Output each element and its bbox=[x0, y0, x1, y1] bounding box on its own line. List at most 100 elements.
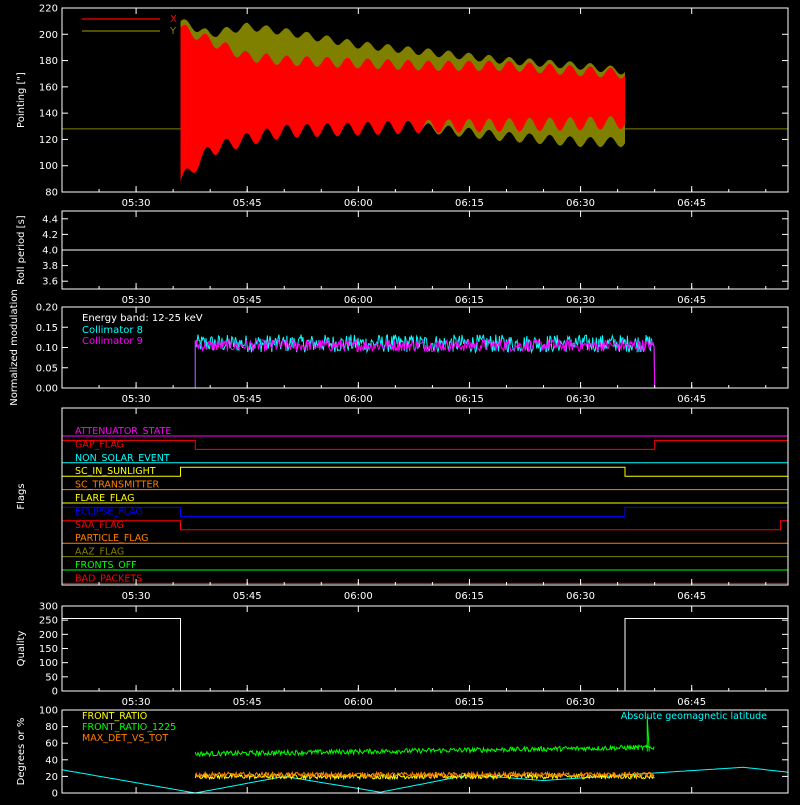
panel-3-ylabel: Flags bbox=[16, 483, 27, 509]
panel-0-ylabel-group: Pointing ["] bbox=[16, 72, 27, 128]
panel-1-xtick-label: 06:00 bbox=[344, 295, 373, 306]
ratio-legend-0: FRONT_RATIO bbox=[82, 711, 147, 722]
flag-line-gap_flag bbox=[62, 439, 788, 450]
panel-5-ytick-label: 80 bbox=[45, 722, 58, 733]
pointing-series-x-envelope bbox=[180, 24, 625, 182]
panel-5-ytick-label: 60 bbox=[45, 739, 58, 750]
panel-3-xtick-label: 05:30 bbox=[122, 591, 151, 602]
panel-4-xtick-label: 06:15 bbox=[455, 697, 484, 708]
panel-2-ylabel: Normalized modulation bbox=[9, 289, 20, 406]
panel-5-ylabel: Degrees or % bbox=[16, 718, 27, 786]
flag-label-particle_flag: PARTICLE_FLAG bbox=[75, 533, 148, 544]
panel-1-ytick-label: 4.2 bbox=[42, 230, 58, 241]
panel-0-ytick-label: 220 bbox=[39, 4, 58, 15]
panel-1-xtick-label: 06:30 bbox=[566, 295, 595, 306]
ratio-legend-1: FRONT_RATIO_1225 bbox=[82, 722, 176, 733]
panel-2-ylabel-group: Normalized modulation bbox=[9, 289, 20, 406]
panel-1-ylabel: Roll period [s] bbox=[16, 215, 27, 284]
panel-1-ylabel-group: Roll period [s] bbox=[16, 215, 27, 284]
panel-1-xtick-label: 05:30 bbox=[122, 295, 151, 306]
panel-4-ytick-label: 0 bbox=[52, 687, 58, 698]
flag-line-saa_flag bbox=[62, 520, 788, 531]
panel-4-xtick-label: 06:30 bbox=[566, 697, 595, 708]
panel-1-xtick-label: 06:15 bbox=[455, 295, 484, 306]
panel-1-xtick-label: 06:45 bbox=[677, 295, 706, 306]
flag-label-fronts_off: FRONTS_OFF bbox=[75, 560, 137, 571]
ratio-series-2 bbox=[194, 770, 655, 779]
panel-2-ytick-label: 0.00 bbox=[36, 384, 58, 395]
panel-3-frame bbox=[61, 407, 789, 586]
panel-4-xtick-label: 06:00 bbox=[344, 697, 373, 708]
flag-label-gap_flag: GAP_FLAG bbox=[75, 439, 124, 450]
panel-2-xtick-label: 05:45 bbox=[233, 394, 262, 405]
panel-1-ytick-label: 3.8 bbox=[42, 261, 58, 272]
panel-4-xtick-label: 06:45 bbox=[677, 697, 706, 708]
panel-1-xtick-label: 05:45 bbox=[233, 295, 262, 306]
panel-3-xtick-label: 06:30 bbox=[566, 591, 595, 602]
panel-0-xtick-label: 06:00 bbox=[344, 198, 373, 209]
geomagnetic-legend: Absolute geomagnetic latitude bbox=[621, 711, 767, 722]
flag-label-attenuator_state: ATTENUATOR_STATE bbox=[75, 426, 171, 437]
flag-label-flare_flag: FLARE_FLAG bbox=[75, 493, 135, 504]
panel-1-ytick-label: 3.6 bbox=[42, 277, 58, 288]
panel-2-xtick-label: 06:45 bbox=[677, 394, 706, 405]
panel-4-ytick-label: 200 bbox=[39, 630, 58, 641]
modulation-annotation: Energy band: 12-25 keV bbox=[82, 313, 203, 324]
panel-0-ytick-label: 100 bbox=[39, 161, 58, 172]
panel-4-ytick-label: 300 bbox=[39, 602, 58, 613]
panel-2-xtick-label: 06:00 bbox=[344, 394, 373, 405]
panel-2-ytick-label: 0.05 bbox=[36, 363, 58, 374]
modulation-series-0 bbox=[62, 333, 788, 389]
panel-0-xtick-label: 05:30 bbox=[122, 198, 151, 209]
panel-0-xtick-label: 06:15 bbox=[455, 198, 484, 209]
panel-0-xtick-label: 06:45 bbox=[677, 198, 706, 209]
ratio-legend-2: MAX_DET_VS_TOT bbox=[82, 733, 168, 744]
panel-2-xtick-label: 06:15 bbox=[455, 394, 484, 405]
panel-3-xtick-label: 06:45 bbox=[677, 591, 706, 602]
panel-0-ytick-label: 80 bbox=[45, 188, 58, 199]
modulation-legend-1: Collimator 9 bbox=[82, 336, 143, 347]
pointing-legend-label-1: Y bbox=[169, 26, 177, 37]
panel-2-ytick-label: 0.15 bbox=[36, 323, 58, 334]
modulation-legend-0: Collimator 8 bbox=[82, 325, 143, 336]
pointing-legend-label-0: X bbox=[170, 14, 177, 25]
ratio-series-1 bbox=[194, 743, 655, 758]
flag-label-aaz_flag: AAZ_FLAG bbox=[75, 547, 124, 558]
flag-label-bad_packets: BAD_PACKETS bbox=[75, 573, 142, 584]
panel-5-ytick-label: 100 bbox=[39, 706, 58, 717]
panel-4-ytick-label: 100 bbox=[39, 658, 58, 669]
panel-4-ylabel: Quality bbox=[16, 631, 27, 667]
panel-5-frame bbox=[61, 709, 789, 794]
panel-0-xtick-label: 06:30 bbox=[566, 198, 595, 209]
panel-4-xtick-label: 05:30 bbox=[122, 697, 151, 708]
panel-0-ytick-label: 200 bbox=[39, 30, 58, 41]
panel-3-xtick-label: 06:00 bbox=[344, 591, 373, 602]
flag-label-sc_in_sunlight: SC_IN_SUNLIGHT bbox=[75, 466, 156, 477]
panel-2-ytick-label: 0.20 bbox=[36, 303, 58, 314]
panel-0-ytick-label: 160 bbox=[39, 82, 58, 93]
panel-0-xtick-label: 05:45 bbox=[233, 198, 262, 209]
panel-0-frame bbox=[61, 7, 789, 193]
flag-line-sc_in_sunlight bbox=[62, 466, 788, 477]
panel-2-xtick-label: 06:30 bbox=[566, 394, 595, 405]
panel-4-xtick-label: 05:45 bbox=[233, 697, 262, 708]
panel-4-ylabel-group: Quality bbox=[16, 631, 27, 667]
panel-0-ytick-label: 180 bbox=[39, 56, 58, 67]
panel-3-ylabel-group: Flags bbox=[16, 483, 27, 509]
panel-5-ytick-label: 40 bbox=[45, 755, 58, 766]
panel-1-ytick-label: 4.4 bbox=[42, 214, 58, 225]
quality-line bbox=[62, 618, 788, 692]
panel-5-ytick-label: 20 bbox=[45, 772, 58, 783]
geomagnetic-latitude-line bbox=[61, 766, 789, 794]
panel-2-ytick-label: 0.10 bbox=[36, 343, 58, 354]
panel-0-ytick-label: 140 bbox=[39, 109, 58, 120]
ratio-spike bbox=[646, 716, 650, 752]
panel-3-xtick-label: 06:15 bbox=[455, 591, 484, 602]
modulation-series-1 bbox=[62, 338, 788, 389]
panel-5-ytick-label: 0 bbox=[52, 789, 58, 800]
panel-1-ytick-label: 4.0 bbox=[42, 246, 58, 257]
panel-4-ytick-label: 150 bbox=[39, 644, 58, 655]
flag-label-eclipse_flag: ECLIPSE_FLAG bbox=[75, 506, 143, 517]
